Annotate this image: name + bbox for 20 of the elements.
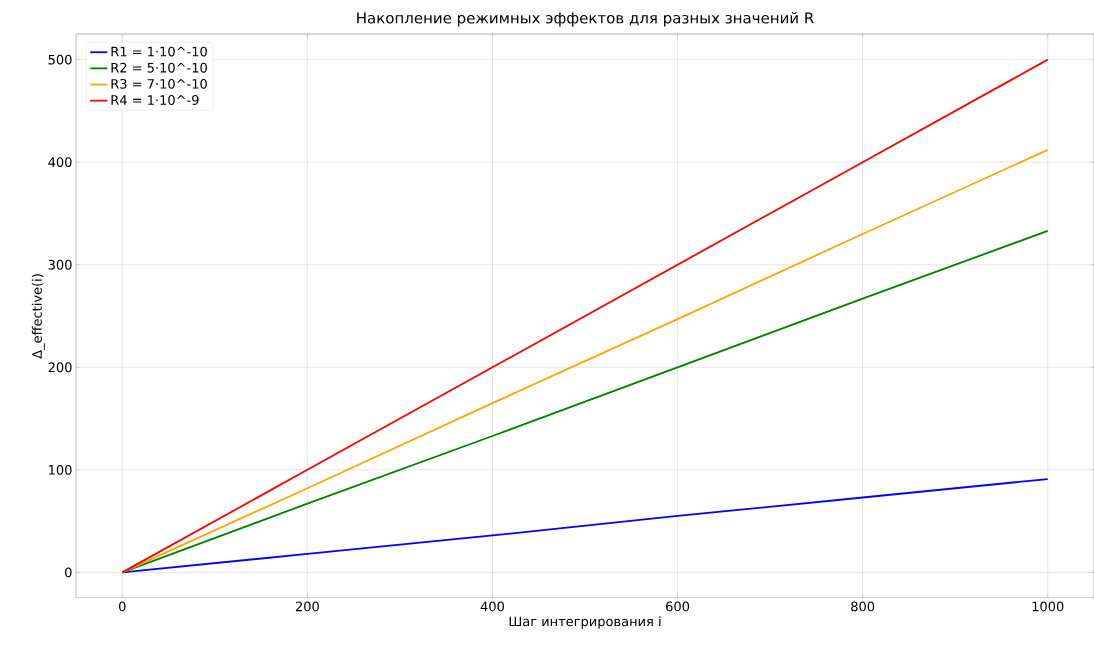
y-tick-label: 0 [65,567,72,578]
chart-title: Накопление режимных эффектов для разных значений R [357,11,814,27]
legend-label: R3 = 7·10^-10 [111,78,207,89]
y-tick-label: 200 [48,362,72,373]
y-tick-label: 100 [49,464,72,475]
x-tick-label: 200 [295,601,319,612]
x-tick-label: 600 [666,601,690,612]
y-tick-label: 400 [48,157,72,168]
legend-label: R1 = 1·10^-10 [111,46,207,57]
x-tick-label: 1000 [1032,601,1064,612]
x-tick-label: 400 [480,601,504,612]
x-tick-label: 800 [851,601,875,612]
y-tick-label: 300 [48,259,72,270]
y-axis-title: Δ_effective(i) [31,274,45,359]
line-series [121,478,1049,574]
x-tick-label: 0 [119,601,126,612]
legend-label: R4 = 1·10^-9 [111,95,199,105]
legend-label: R2 = 5·10^-10 [111,62,207,73]
x-axis-title: Шаг интегрирования i [509,616,661,629]
y-tick-label: 500 [48,54,72,65]
